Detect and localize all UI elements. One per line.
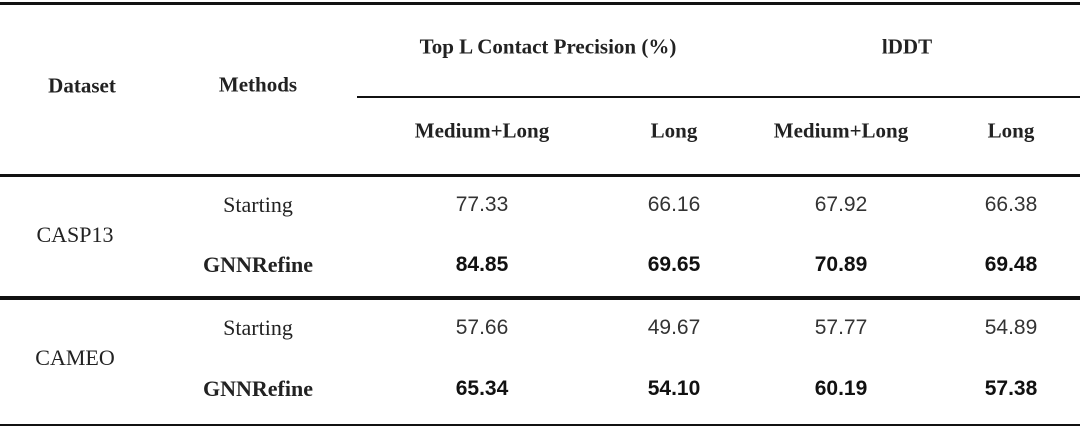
dataset-label: CAMEO	[35, 345, 115, 370]
value-cell-bold: 57.38	[984, 377, 1038, 400]
header-group-precision: Top L Contact Precision (%)	[419, 34, 677, 59]
group-header-rule	[357, 96, 1080, 98]
value-cell-bold: 84.85	[455, 253, 509, 276]
value-cell-bold: 70.89	[814, 253, 868, 276]
value-cell: 66.38	[984, 193, 1038, 216]
header-sub-precision-long: Long	[650, 118, 698, 143]
value-cell: 57.66	[455, 316, 509, 339]
value-cell-bold: 69.48	[984, 253, 1038, 276]
header-group-lddt: lDDT	[881, 34, 933, 59]
method-label: Starting	[223, 192, 293, 217]
dataset-label: CASP13	[36, 222, 114, 247]
header-sub-precision-medium-long: Medium+Long	[414, 118, 550, 143]
value-cell-bold: 65.34	[455, 377, 509, 400]
group-separator-rule	[0, 296, 1080, 300]
top-rule	[0, 2, 1080, 5]
value-cell: 57.77	[814, 316, 868, 339]
method-label: Starting	[223, 315, 293, 340]
bottom-rule	[0, 424, 1080, 426]
header-sub-lddt-long: Long	[987, 118, 1035, 143]
header-bottom-rule	[0, 174, 1080, 177]
method-label-bold: GNNRefine	[203, 376, 313, 401]
value-cell-bold: 54.10	[647, 377, 701, 400]
value-cell: 67.92	[814, 193, 868, 216]
value-cell: 66.16	[647, 193, 701, 216]
header-sub-lddt-medium-long: Medium+Long	[773, 118, 909, 143]
value-cell: 77.33	[455, 193, 509, 216]
value-cell-bold: 60.19	[814, 377, 868, 400]
header-dataset: Dataset	[48, 73, 116, 98]
method-label-bold: GNNRefine	[203, 252, 313, 277]
value-cell-bold: 69.65	[647, 253, 701, 276]
header-methods: Methods	[218, 72, 298, 97]
value-cell: 49.67	[647, 316, 701, 339]
value-cell: 54.89	[984, 316, 1038, 339]
